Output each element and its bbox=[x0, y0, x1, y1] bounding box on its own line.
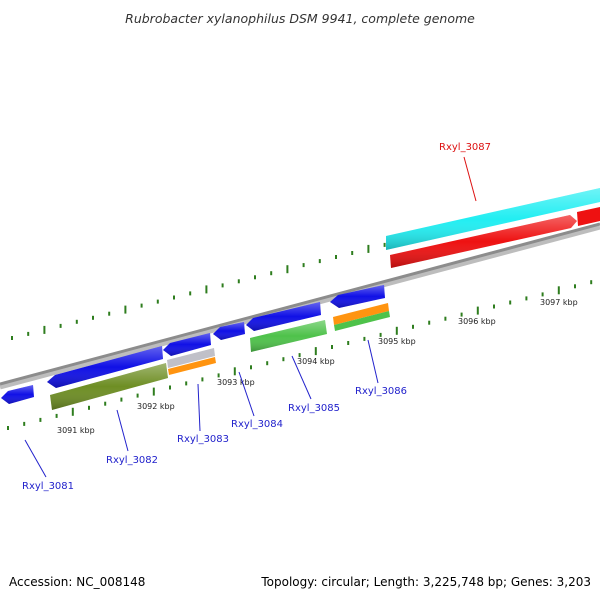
gene-label-rxyl-3081[interactable]: Rxyl_3081 bbox=[22, 481, 74, 492]
gene-label-rxyl-3086[interactable]: Rxyl_3086 bbox=[355, 386, 407, 397]
gene-rxyl-3085-green-shade bbox=[250, 320, 327, 352]
gene-rxyl-3086[interactable] bbox=[330, 285, 390, 331]
gene-callout-lines bbox=[24, 156, 477, 478]
callout-line-rxyl-3084 bbox=[238, 371, 255, 417]
kbp-label: 3094 kbp bbox=[297, 357, 335, 366]
gene-rxyl-3084[interactable] bbox=[213, 322, 245, 340]
kbp-label: 3097 kbp bbox=[540, 298, 578, 307]
callout-line-rxyl-3087 bbox=[463, 156, 477, 202]
gene-rxyl-3083-grey-band bbox=[167, 348, 215, 368]
gene-label-rxyl-3087[interactable]: Rxyl_3087 bbox=[439, 142, 491, 153]
tick-marks-reverse bbox=[7, 280, 593, 430]
kbp-label: 3095 kbp bbox=[378, 337, 416, 346]
map-title: Rubrobacter xylanophilus DSM 9941, compl… bbox=[125, 11, 475, 26]
kbp-label: 3093 kbp bbox=[217, 378, 255, 387]
gene-rxyl-3083-orange-band bbox=[168, 357, 216, 375]
gene-rxyl-3082-arrow-shade bbox=[47, 346, 163, 388]
kbp-label: 3091 kbp bbox=[57, 426, 95, 435]
gene-rxyl-3085-arrow-shade bbox=[246, 302, 321, 331]
callout-line-rxyl-3086 bbox=[367, 339, 379, 384]
gene-label-rxyl-3084[interactable]: Rxyl_3084 bbox=[231, 419, 283, 430]
gene-rxyl-3087[interactable] bbox=[386, 188, 600, 268]
callout-line-rxyl-3081 bbox=[24, 439, 47, 478]
gene-rxyl-3083[interactable] bbox=[163, 333, 216, 375]
gene-rxyl-3082-olive-shade bbox=[50, 363, 168, 410]
kbp-label: 3096 kbp bbox=[458, 317, 496, 326]
gene-rxyl-3086-green-band bbox=[334, 311, 390, 331]
accession-text: Accession: NC_008148 bbox=[9, 575, 145, 589]
gene-rxyl-3087-cyan-shade bbox=[386, 188, 600, 250]
kbp-scale-labels: 3091 kbp 3092 kbp 3093 kbp 3094 kbp 3095… bbox=[57, 298, 578, 435]
gene-label-rxyl-3082[interactable]: Rxyl_3082 bbox=[106, 455, 158, 466]
gene-label-rxyl-3085[interactable]: Rxyl_3085 bbox=[288, 403, 340, 414]
gene-rxyl-3082[interactable] bbox=[47, 346, 168, 410]
gene-rxyl-3086-arrow-shade bbox=[330, 285, 385, 308]
gene-rxyl-3086-orange-band bbox=[333, 303, 389, 325]
gene-rxyl-3081-arrow-shade bbox=[1, 385, 34, 404]
gene-rxyl-3081[interactable] bbox=[1, 385, 34, 404]
gene-label-rxyl-3083[interactable]: Rxyl_3083 bbox=[177, 434, 229, 445]
kbp-label: 3092 kbp bbox=[137, 402, 175, 411]
callout-line-rxyl-3083 bbox=[197, 383, 201, 432]
gene-rxyl-3084-arrow-shade bbox=[213, 322, 245, 340]
gene-rxyl-3087-arrow-next bbox=[577, 207, 600, 226]
gene-rxyl-3083-arrow-shade bbox=[163, 333, 211, 356]
backbone-line bbox=[0, 222, 600, 386]
gene-rxyl-3085[interactable] bbox=[246, 302, 327, 352]
gene-labels: Rxyl_3081 Rxyl_3082 Rxyl_3083 Rxyl_3084 … bbox=[22, 142, 491, 492]
gene-rxyl-3087-arrow-shade bbox=[390, 215, 577, 268]
genome-summary-text: Topology: circular; Length: 3,225,748 bp… bbox=[260, 575, 591, 589]
callout-line-rxyl-3082 bbox=[116, 409, 129, 452]
callout-line-rxyl-3085 bbox=[291, 355, 312, 400]
